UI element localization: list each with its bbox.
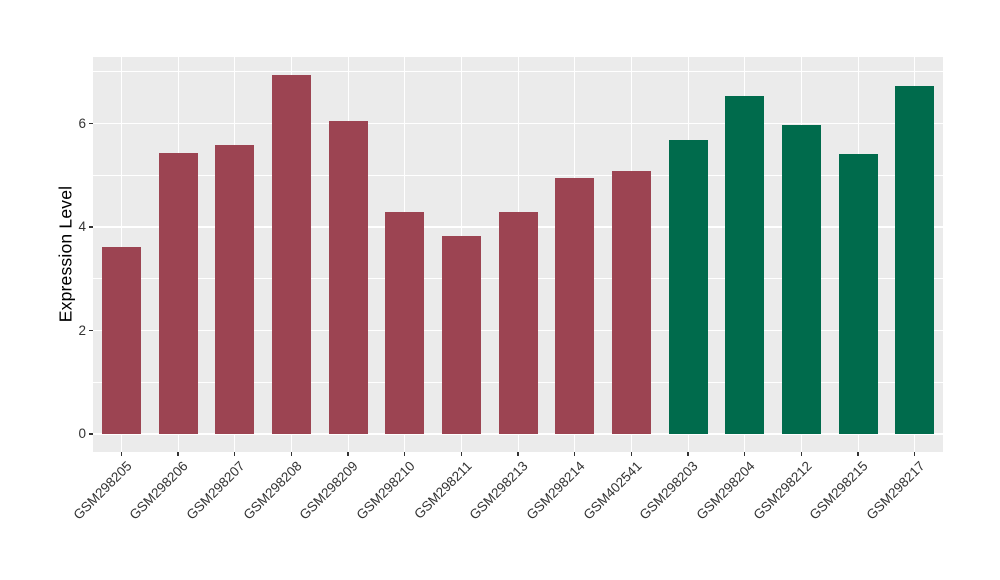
x-tick-label: GSM298208: [240, 458, 305, 523]
x-tick-mark: [857, 452, 859, 456]
x-tick-mark: [347, 452, 349, 456]
x-tick-label: GSM298217: [863, 458, 928, 523]
y-tick-label: 0: [78, 426, 86, 441]
plot-panel: [93, 57, 943, 452]
x-tick-label: GSM298215: [806, 458, 871, 523]
bar-GSM298208: [271, 74, 311, 434]
y-tick-mark: [89, 122, 93, 125]
x-tick-label: GSM298206: [126, 458, 191, 523]
bar-GSM298212: [781, 125, 821, 434]
x-tick-mark: [460, 452, 463, 456]
x-tick-label: GSM298212: [750, 458, 815, 523]
y-tick-mark: [89, 226, 93, 228]
bar-GSM298209: [328, 120, 368, 434]
bar-GSM298210: [385, 211, 425, 434]
x-tick-mark: [120, 452, 123, 456]
x-tick-mark: [800, 452, 803, 456]
y-tick-label: 6: [78, 115, 86, 131]
y-tick-mark: [89, 329, 93, 332]
x-tick-label: GSM298209: [296, 458, 361, 523]
bar-GSM298213: [498, 211, 538, 434]
x-tick-mark: [233, 452, 236, 456]
x-tick-label: GSM402541: [580, 458, 645, 523]
x-tick-label: GSM298214: [523, 458, 588, 523]
x-tick-mark: [403, 452, 406, 456]
x-tick-mark: [573, 452, 576, 456]
y-axis-title: Expression Level: [55, 185, 76, 323]
x-tick-label: GSM298213: [466, 458, 531, 523]
x-tick-label: GSM298205: [70, 458, 135, 523]
bar-GSM298207: [215, 145, 255, 434]
bar-GSM298215: [838, 153, 878, 434]
x-tick-mark: [743, 452, 746, 456]
bar-GSM298211: [441, 236, 481, 434]
bar-GSM298214: [555, 178, 595, 434]
y-tick-label: 4: [78, 219, 86, 234]
x-tick-mark: [687, 452, 689, 456]
x-tick-label: GSM298204: [693, 458, 758, 523]
x-tick-mark: [517, 452, 519, 456]
x-tick-label: GSM298207: [183, 458, 248, 523]
bar-GSM298205: [101, 246, 141, 434]
x-tick-mark: [630, 452, 633, 456]
x-tick-label: GSM298203: [636, 458, 701, 523]
bar-GSM298206: [158, 152, 198, 434]
y-tick-label: 2: [78, 322, 86, 338]
x-tick-label: GSM298210: [353, 458, 418, 523]
x-tick-mark: [290, 452, 293, 456]
x-tick-label: GSM298211: [410, 458, 475, 522]
bar-GSM298204: [725, 96, 765, 434]
x-tick-mark: [913, 452, 916, 456]
y-tick-mark: [89, 433, 93, 435]
bar-GSM298217: [895, 85, 935, 434]
bar-GSM402541: [611, 171, 651, 434]
bar-GSM298203: [668, 140, 708, 434]
x-tick-mark: [177, 452, 179, 456]
